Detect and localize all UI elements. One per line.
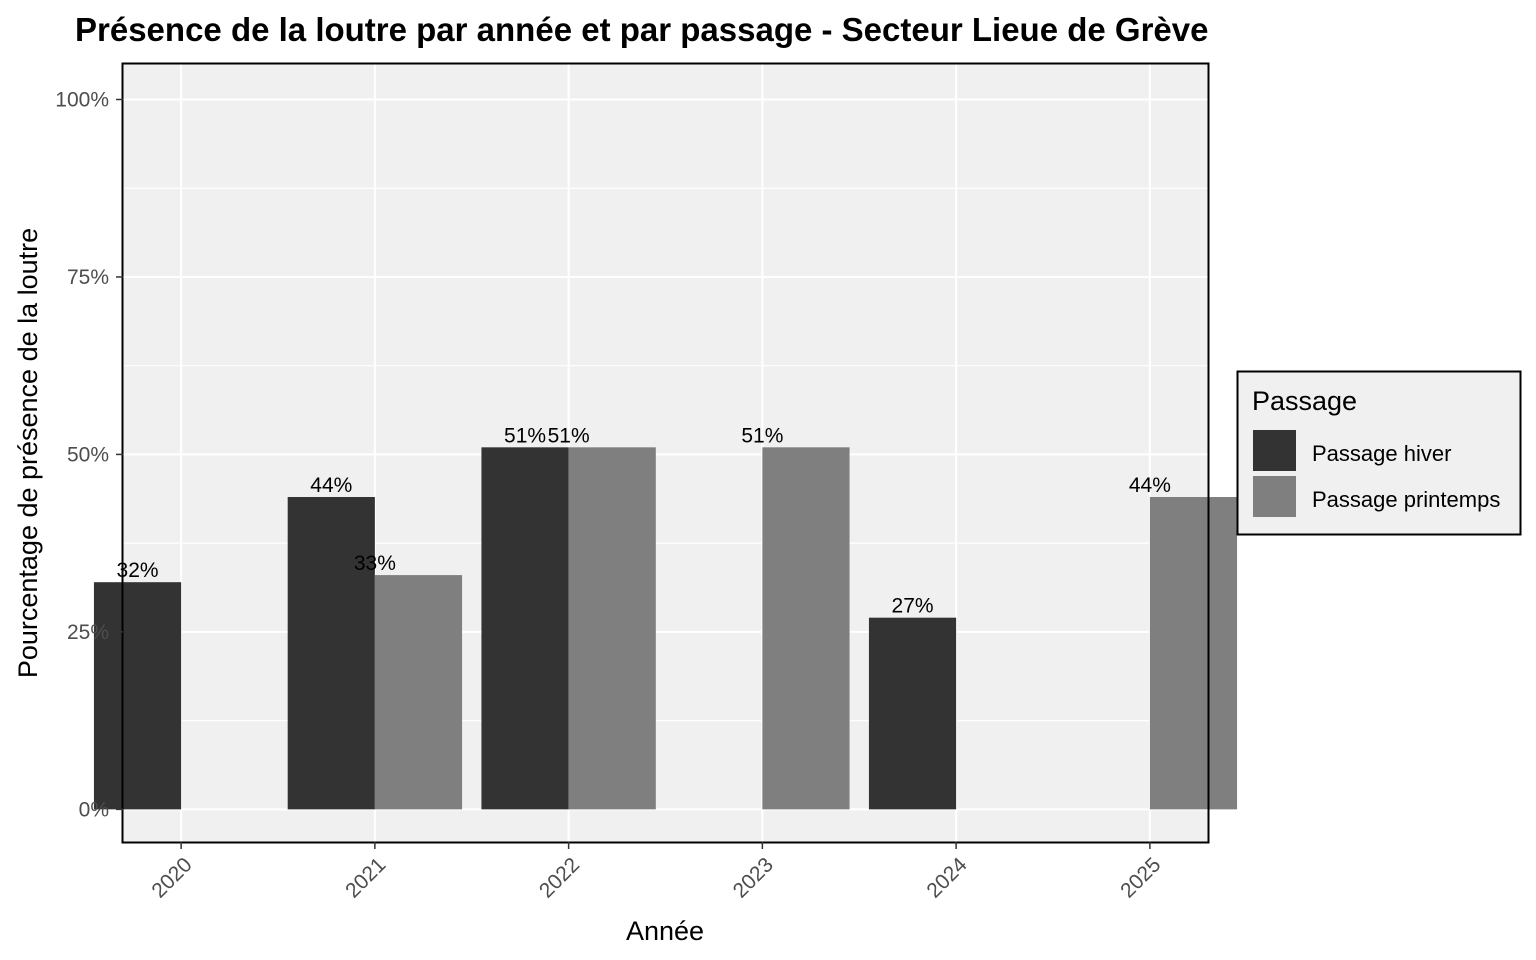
x-axis: 2020 2021 2022 2023 2024 2025 xyxy=(147,842,1165,903)
data-label: 51% xyxy=(504,424,546,447)
data-label: 27% xyxy=(892,595,934,618)
legend-label-passage-printemps: Passage printemps xyxy=(1312,487,1500,512)
legend: Passage Passage hiver Passage printemps xyxy=(1236,370,1522,536)
data-label: 44% xyxy=(1129,474,1171,497)
bar-passage-printemps-2025 xyxy=(1149,497,1238,810)
y-axis: 0% 25% 50% 75% 100% xyxy=(55,88,123,821)
legend-title: Passage xyxy=(1252,386,1357,416)
bar-passage-hiver-2021 xyxy=(287,497,375,810)
y-tick-label: 50% xyxy=(67,443,109,466)
bar-passage-printemps-2021 xyxy=(374,575,463,810)
plot-border xyxy=(121,62,1210,844)
y-tick-label: 100% xyxy=(55,88,109,111)
x-tick-label: 2021 xyxy=(341,853,390,902)
y-tick-label: 0% xyxy=(79,798,109,821)
bar-passage-printemps-2023 xyxy=(762,447,850,810)
data-label: 51% xyxy=(741,424,783,447)
bar-passage-hiver-2022 xyxy=(481,447,569,810)
data-label: 32% xyxy=(117,559,159,582)
x-tick-label: 2023 xyxy=(729,853,778,902)
bar-passage-hiver-2024 xyxy=(868,617,957,810)
y-axis-title: Pourcentage de présence de la loutre xyxy=(13,228,43,678)
legend-label-passage-hiver: Passage hiver xyxy=(1312,441,1451,466)
data-label: 51% xyxy=(548,424,590,447)
x-tick-label: 2020 xyxy=(147,853,196,902)
data-label: 33% xyxy=(354,552,396,575)
x-tick-label: 2025 xyxy=(1116,853,1165,902)
bar-passage-printemps-2022 xyxy=(568,447,656,810)
plot-panel xyxy=(122,63,1209,843)
x-tick-label: 2024 xyxy=(922,853,972,903)
bar-passage-hiver-2020 xyxy=(93,582,182,810)
data-label: 44% xyxy=(310,474,352,497)
legend-key-passage-hiver xyxy=(1253,430,1296,471)
chart-title: Présence de la loutre par année et par p… xyxy=(75,11,1209,48)
y-tick-label: 25% xyxy=(67,621,109,644)
legend-key-passage-printemps xyxy=(1253,476,1296,517)
bars xyxy=(93,447,1238,810)
x-axis-title: Année xyxy=(626,916,704,946)
y-tick-label: 75% xyxy=(67,266,109,289)
x-tick-label: 2022 xyxy=(535,853,584,902)
data-labels: 32%44%51%27%33%51% 51%44% xyxy=(117,424,1171,617)
